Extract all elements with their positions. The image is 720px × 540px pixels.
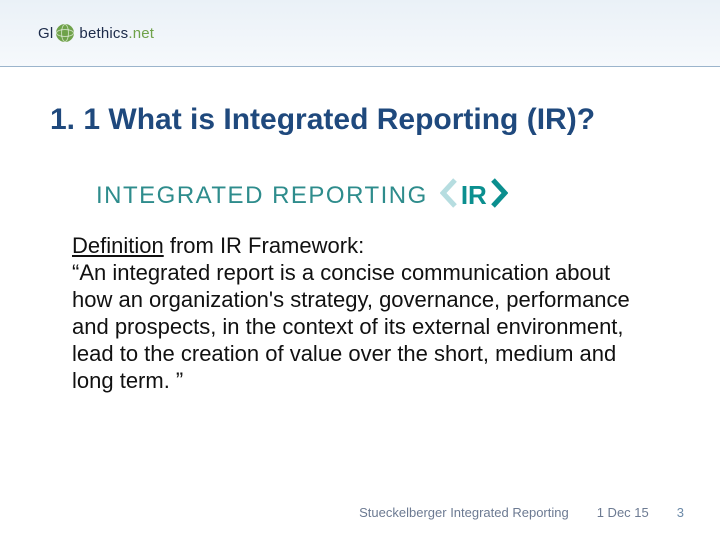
slide: Gl bethics.net 1. 1 What is Integrated R…: [0, 0, 720, 540]
globethics-logo: Gl bethics.net: [38, 24, 154, 42]
footer-date: 1 Dec 15: [597, 505, 649, 520]
chevron-left-icon: [440, 178, 458, 213]
slide-title: 1. 1 What is Integrated Reporting (IR)?: [50, 103, 670, 137]
ir-letters: IR: [460, 180, 488, 211]
definition-label: Definition: [72, 233, 164, 258]
ir-logo-text: INTEGRATED REPORTING: [96, 182, 428, 210]
logo-prefix: Gl: [38, 25, 53, 42]
body-text: Definition from IR Framework: “An integr…: [72, 232, 654, 394]
definition-quote: “An integrated report is a concise commu…: [72, 260, 630, 393]
chevron-right-icon: [490, 178, 508, 213]
globe-icon: [56, 24, 74, 42]
footer-author: Stueckelberger Integrated Reporting: [359, 505, 569, 520]
footer-page-number: 3: [677, 505, 684, 520]
logo-rest: bethics.net: [79, 25, 154, 42]
ir-mark: IR: [440, 178, 508, 213]
integrated-reporting-logo: INTEGRATED REPORTING IR: [96, 178, 508, 213]
definition-rest: from IR Framework:: [164, 233, 364, 258]
slide-footer: Stueckelberger Integrated Reporting 1 De…: [359, 505, 684, 520]
header-rule: [0, 66, 720, 67]
logo-suffix: .net: [128, 25, 154, 42]
logo-word2: bethics: [79, 25, 128, 42]
